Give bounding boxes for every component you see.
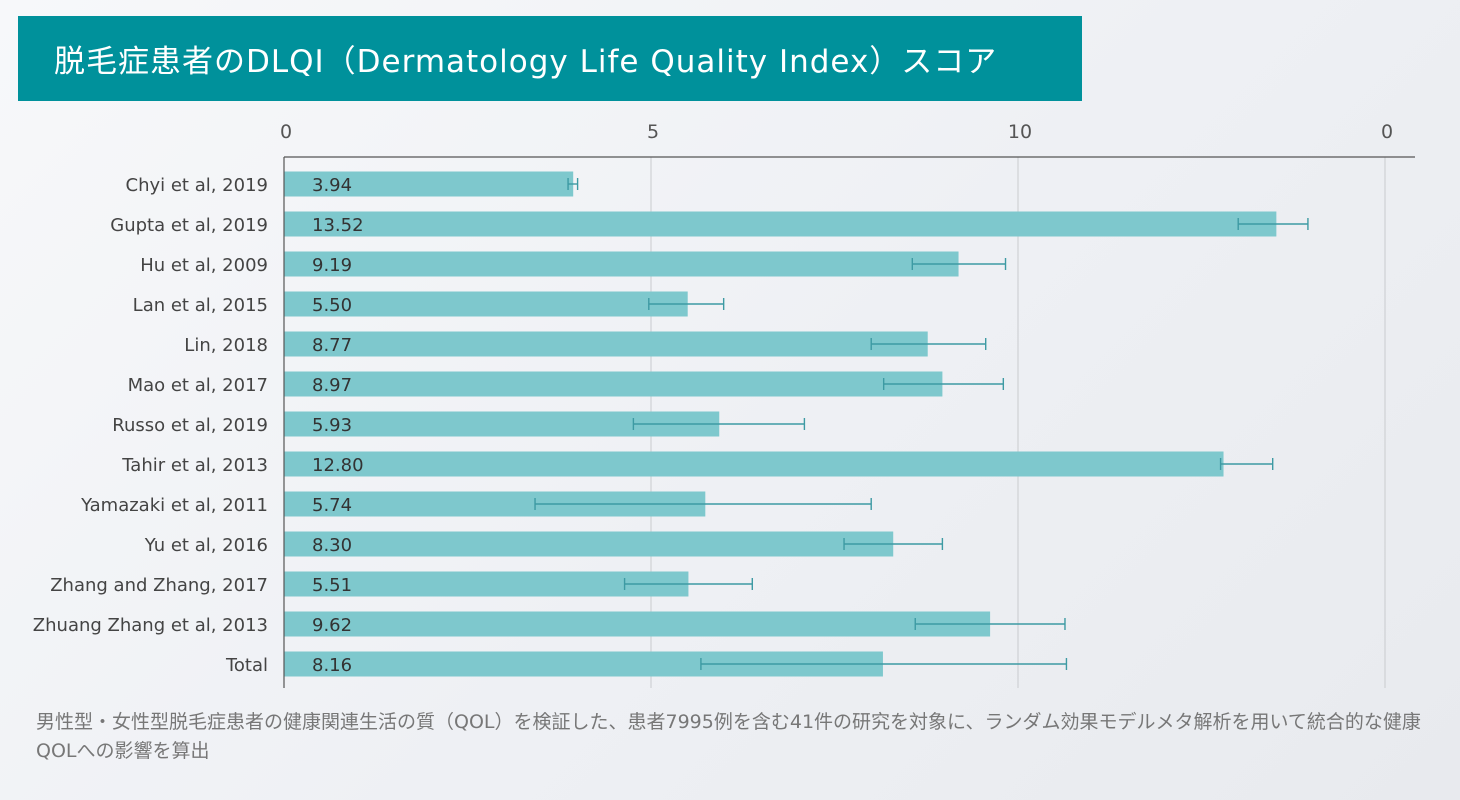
value-label-4: 8.77 (312, 335, 352, 356)
value-label-10: 5.51 (312, 575, 352, 596)
value-labels: 3.94 13.52 9.19 5.50 8.77 8.97 5.93 12.80 5.74 8.… (312, 175, 364, 676)
value-label-3: 5.50 (312, 295, 352, 316)
error-bar-11 (914, 618, 1066, 630)
error-bar-2 (911, 258, 1007, 270)
x-tick-label-0: 0 (280, 121, 292, 143)
bar-11 (284, 611, 991, 637)
category-label-10: Zhang and Zhang, 2017 (50, 575, 268, 596)
category-label-6: Russo et al, 2019 (112, 415, 268, 436)
error-bar-7 (1219, 458, 1274, 470)
category-label-5: Mao et al, 2017 (128, 375, 268, 396)
x-tick-label-3: 0 (1381, 121, 1393, 143)
chart-caption: 男性型・女性型脱毛症患者の健康関連生活の質（QOL）を検証した、患者7995例を… (36, 711, 1421, 762)
value-label-2: 9.19 (312, 255, 352, 276)
grid-lines (650, 157, 1386, 688)
error-bar-6 (632, 418, 806, 430)
error-bar-5 (882, 378, 1005, 390)
x-tick-label-2: 10 (1008, 121, 1032, 143)
bar-0 (284, 171, 574, 197)
error-bar-4 (870, 338, 987, 350)
bar-2 (284, 251, 959, 277)
error-bar-9 (843, 538, 944, 550)
error-bar-1 (1237, 218, 1309, 230)
bars (284, 171, 1277, 677)
bar-4 (284, 331, 928, 357)
value-label-9: 8.30 (312, 535, 352, 556)
value-label-7: 12.80 (312, 455, 364, 476)
category-label-1: Gupta et al, 2019 (110, 215, 268, 236)
value-label-8: 5.74 (312, 495, 352, 516)
value-label-5: 8.97 (312, 375, 352, 396)
category-label-7: Tahir et al, 2013 (121, 455, 268, 476)
category-label-11: Zhuang Zhang et al, 2013 (33, 615, 268, 636)
category-label-3: Lan et al, 2015 (133, 295, 268, 316)
bar-1 (284, 211, 1277, 237)
x-tick-label-1: 5 (647, 121, 659, 143)
bar-7 (284, 451, 1224, 477)
category-label-8: Yamazaki et al, 2011 (80, 495, 268, 516)
category-labels: Chyi et al, 2019 Gupta et al, 2019 Hu et a… (33, 175, 268, 676)
value-label-12: 8.16 (312, 655, 352, 676)
error-bars (534, 178, 1309, 670)
category-label-4: Lin, 2018 (184, 335, 268, 356)
axes (283, 156, 1415, 688)
value-label-1: 13.52 (312, 215, 364, 236)
bar-10 (284, 571, 689, 597)
category-label-2: Hu et al, 2009 (140, 255, 268, 276)
chart-title: 脱毛症患者のDLQI（Dermatology Life Quality Inde… (18, 16, 1082, 101)
category-label-0: Chyi et al, 2019 (126, 175, 269, 196)
error-bar-10 (623, 578, 753, 590)
category-label-12: Total (225, 655, 268, 676)
error-bar-3 (648, 298, 725, 310)
bar-3 (284, 291, 688, 317)
value-label-6: 5.93 (312, 415, 352, 436)
error-bar-12 (700, 658, 1068, 670)
bar-9 (284, 531, 894, 557)
axis-tick-labels: 0 5 10 0 (280, 121, 1393, 143)
error-bar-0 (567, 178, 579, 190)
value-label-0: 3.94 (312, 175, 352, 196)
value-label-11: 9.62 (312, 615, 352, 636)
category-label-9: Yu et al, 2016 (144, 535, 268, 556)
error-bar-8 (534, 498, 872, 510)
bar-5 (284, 371, 943, 397)
